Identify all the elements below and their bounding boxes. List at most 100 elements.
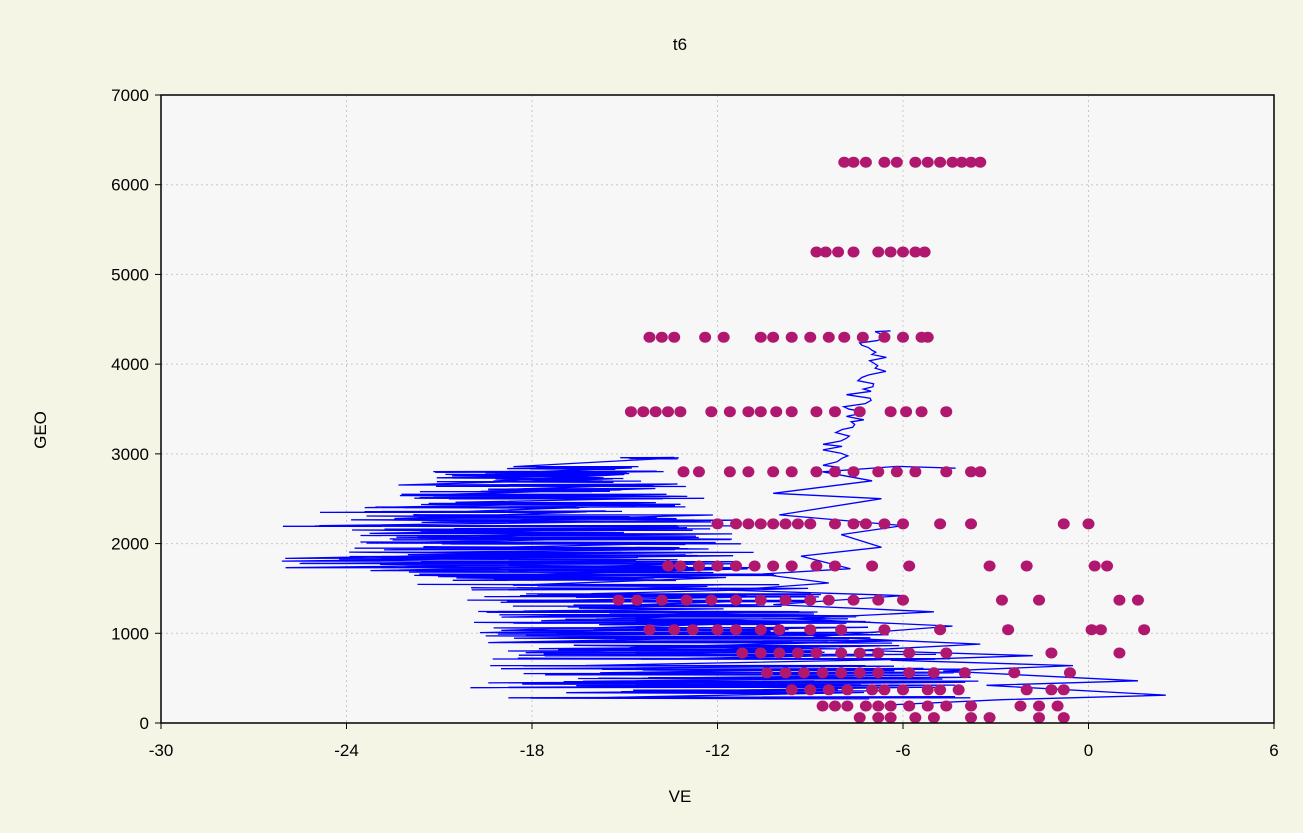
data-point xyxy=(637,406,650,418)
data-point xyxy=(760,667,773,679)
data-point xyxy=(884,246,897,258)
data-point xyxy=(934,156,947,168)
data-point xyxy=(785,331,798,343)
data-point xyxy=(680,594,693,606)
data-point xyxy=(711,560,724,572)
data-point xyxy=(816,700,829,712)
data-point xyxy=(859,518,872,530)
y-tick-label: 4000 xyxy=(111,355,149,374)
data-point xyxy=(835,647,848,659)
data-point xyxy=(878,684,891,696)
data-point xyxy=(819,246,832,258)
data-point xyxy=(767,331,780,343)
data-point xyxy=(872,712,885,724)
data-point xyxy=(847,594,860,606)
data-point xyxy=(631,594,644,606)
data-point xyxy=(754,406,767,418)
y-axis-label: GEO xyxy=(31,411,50,449)
data-point xyxy=(1033,700,1046,712)
data-point xyxy=(952,684,965,696)
data-point xyxy=(866,560,879,572)
data-point xyxy=(915,406,928,418)
data-point xyxy=(900,406,913,418)
data-point xyxy=(810,246,823,258)
data-point xyxy=(897,246,909,258)
data-point xyxy=(927,667,940,679)
data-point xyxy=(974,466,987,478)
y-tick-label: 6000 xyxy=(111,176,149,195)
data-point xyxy=(965,466,978,478)
data-point xyxy=(1101,560,1114,572)
data-point xyxy=(934,684,947,696)
data-point xyxy=(785,466,798,478)
data-point xyxy=(872,466,885,478)
data-point xyxy=(723,466,736,478)
data-point xyxy=(730,624,743,636)
data-point xyxy=(767,466,780,478)
data-point xyxy=(853,712,866,724)
data-point xyxy=(847,518,860,530)
data-point xyxy=(1057,518,1070,530)
data-point xyxy=(884,712,897,724)
data-point xyxy=(692,560,705,572)
data-point xyxy=(903,667,916,679)
data-point xyxy=(798,667,811,679)
data-point xyxy=(828,560,841,572)
data-point xyxy=(785,684,798,696)
x-tick-label: 0 xyxy=(1084,741,1093,760)
data-point xyxy=(838,156,851,168)
data-point xyxy=(884,700,897,712)
data-point xyxy=(856,331,869,343)
data-point xyxy=(1051,700,1064,712)
data-point xyxy=(909,712,922,724)
data-point xyxy=(832,246,845,258)
data-point xyxy=(785,406,798,418)
data-point xyxy=(1033,712,1046,724)
y-tick-label: 5000 xyxy=(111,265,149,284)
data-point xyxy=(828,700,841,712)
y-tick-label: 3000 xyxy=(111,445,149,464)
data-point xyxy=(674,560,687,572)
data-point xyxy=(995,594,1008,606)
y-axis: 0 1000 2000 3000 4000 5000 6000 7000 xyxy=(111,86,161,733)
data-point xyxy=(742,406,755,418)
x-tick-label: 6 xyxy=(1269,741,1278,760)
data-point xyxy=(940,647,953,659)
data-point xyxy=(1020,684,1033,696)
data-point xyxy=(779,518,792,530)
data-point xyxy=(847,246,860,258)
data-point xyxy=(624,406,637,418)
data-point xyxy=(674,406,687,418)
data-point xyxy=(940,466,953,478)
data-point xyxy=(847,156,860,168)
data-point xyxy=(810,560,823,572)
y-tick-label: 1000 xyxy=(111,624,149,643)
data-point xyxy=(903,560,916,572)
data-point xyxy=(1113,647,1126,659)
data-point xyxy=(828,518,841,530)
x-tick-label: -30 xyxy=(149,741,174,760)
data-point xyxy=(878,518,891,530)
data-point xyxy=(822,331,835,343)
data-point xyxy=(1014,700,1027,712)
data-point xyxy=(711,518,724,530)
data-point xyxy=(946,156,959,168)
data-point xyxy=(1033,594,1046,606)
data-point xyxy=(1002,624,1015,636)
data-point xyxy=(921,684,934,696)
data-point xyxy=(934,624,947,636)
series-line-trail xyxy=(822,330,891,468)
data-point xyxy=(816,667,829,679)
data-point xyxy=(791,647,804,659)
data-point xyxy=(754,331,767,343)
data-point xyxy=(934,518,947,530)
data-point xyxy=(711,624,724,636)
data-point xyxy=(748,560,761,572)
data-point xyxy=(878,331,891,343)
x-tick-label: -18 xyxy=(520,741,545,760)
data-point xyxy=(730,518,743,530)
data-point xyxy=(779,594,792,606)
data-point xyxy=(1045,647,1058,659)
data-point xyxy=(791,518,804,530)
data-point xyxy=(872,246,885,258)
